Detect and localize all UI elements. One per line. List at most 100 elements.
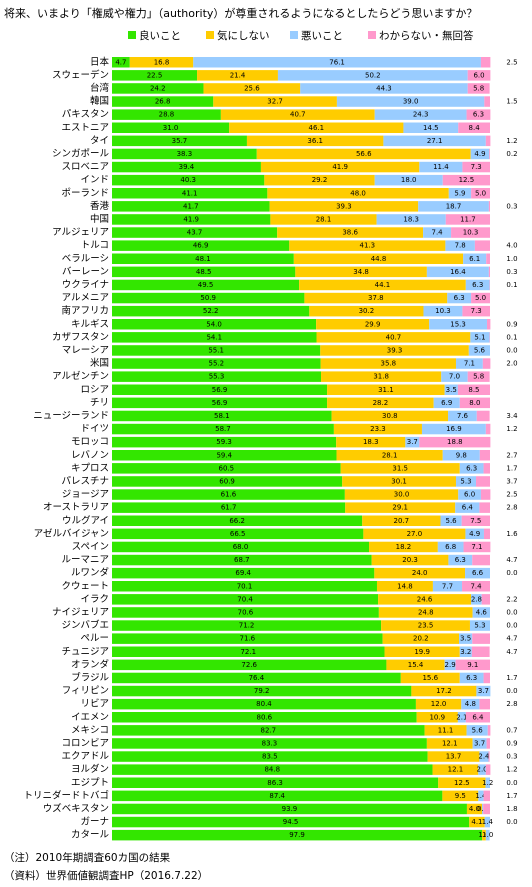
value-label: 4.7 [506, 635, 517, 643]
category-label: アルメニア [62, 293, 109, 304]
value-label: 56.9 [212, 399, 228, 407]
value-label: 1.8 [506, 805, 517, 813]
value-label: 18.2 [396, 543, 412, 551]
value-label: 60.5 [219, 464, 235, 472]
category-label: 南アフリカ [61, 305, 109, 317]
value-label: 24.6 [417, 595, 433, 603]
bar-segment [374, 109, 467, 120]
value-label: 15.3 [450, 320, 466, 328]
bar-segment [112, 410, 332, 422]
bar-segment [112, 594, 379, 605]
bar-segment [455, 502, 480, 513]
value-label: 29.2 [312, 176, 328, 184]
value-label: 30.2 [359, 307, 375, 315]
value-label: 1.2 [506, 425, 517, 433]
value-label: 54.1 [206, 333, 222, 341]
bar-segment [476, 476, 490, 487]
value-label: 1.4 [475, 792, 487, 800]
value-label: 0.9 [506, 320, 517, 328]
bar-segment [289, 240, 446, 251]
bar-segment [470, 148, 490, 160]
value-label: 4.0 [469, 805, 480, 813]
value-label: 6.0 [464, 491, 475, 499]
value-label: 7.4 [432, 229, 444, 237]
bar-segment [468, 345, 490, 356]
bar-segment [264, 174, 375, 186]
value-label: 66.5 [230, 530, 246, 538]
value-label: 58.7 [215, 425, 231, 433]
value-label: 30.1 [391, 477, 407, 485]
value-label: 41.7 [183, 202, 199, 210]
value-label: 2.7 [506, 451, 517, 459]
value-label: 1.0 [482, 831, 493, 839]
value-label: 10.3 [435, 307, 451, 315]
value-label: 79.2 [254, 687, 270, 695]
bar-segment [333, 423, 422, 435]
category-label: スペイン [72, 541, 109, 552]
bar-segment [112, 358, 321, 369]
bar-segment [112, 188, 268, 199]
bar-segment [465, 712, 490, 723]
category-label: チュニジア [61, 646, 109, 657]
bar-segment [479, 450, 490, 461]
value-label: 31.1 [378, 386, 394, 394]
value-label: 32.7 [267, 98, 283, 106]
bar-segment [445, 214, 490, 225]
bar-segment [483, 672, 490, 684]
category-label: エクアドル [61, 751, 109, 762]
value-label: 56.6 [356, 150, 372, 158]
bar-segment [438, 777, 486, 788]
value-label: 29.1 [392, 504, 408, 512]
value-label: 0.1 [506, 333, 517, 341]
category-label: ヨルダン [71, 763, 109, 775]
value-label: 31.5 [392, 464, 408, 472]
bar-segment [476, 685, 491, 697]
value-label: 16.9 [446, 425, 462, 433]
value-label: 4.1 [471, 818, 482, 826]
bar-segment [376, 581, 433, 592]
value-label: 2.8 [471, 595, 482, 603]
bar-segment [459, 646, 472, 657]
value-label: 9.1 [467, 661, 478, 669]
value-label: 1.7 [506, 464, 517, 472]
bar-segment [112, 109, 221, 120]
value-label: 0.0 [506, 569, 517, 577]
value-label: 70.4 [237, 595, 253, 603]
category-label: ドイツ [80, 424, 109, 435]
value-label: 5.3 [474, 622, 485, 630]
value-label: 41.9 [183, 215, 199, 223]
value-label: 80.4 [256, 700, 272, 708]
bar-segment [112, 332, 317, 343]
value-label: 24.3 [413, 111, 429, 119]
value-label: 1.5 [506, 98, 517, 106]
value-label: 39.0 [403, 98, 419, 106]
bar-segment [112, 240, 290, 251]
value-label: 15.6 [422, 674, 438, 682]
value-label: 20.2 [413, 635, 429, 643]
category-label: エジプト [71, 777, 109, 788]
value-label: 30.8 [382, 412, 398, 420]
bar-segment [471, 646, 490, 657]
value-label: 2.1 [456, 713, 467, 721]
bar-segment [465, 567, 490, 579]
category-label: 中国 [90, 213, 109, 225]
value-label: 13.7 [446, 753, 462, 761]
bar-segment [448, 188, 472, 199]
bar-segment [376, 214, 446, 225]
bar-segment [369, 541, 438, 553]
bar-segment [112, 659, 387, 671]
category-label: コロンビア [61, 738, 109, 749]
value-label: 35.7 [172, 137, 188, 145]
category-label: ブラジル [71, 671, 109, 683]
value-label: 6.3 [466, 464, 477, 472]
bar-segment [481, 594, 490, 605]
bar-segment [461, 698, 480, 710]
category-label: カタール [71, 830, 110, 841]
bar-segment [374, 174, 443, 186]
bar-segment [457, 384, 490, 395]
bar-segment [112, 672, 401, 684]
value-label: 0.9 [506, 739, 517, 747]
category-label: 香港 [90, 200, 110, 212]
bar-segment [432, 764, 479, 775]
bar-segment [112, 201, 270, 212]
